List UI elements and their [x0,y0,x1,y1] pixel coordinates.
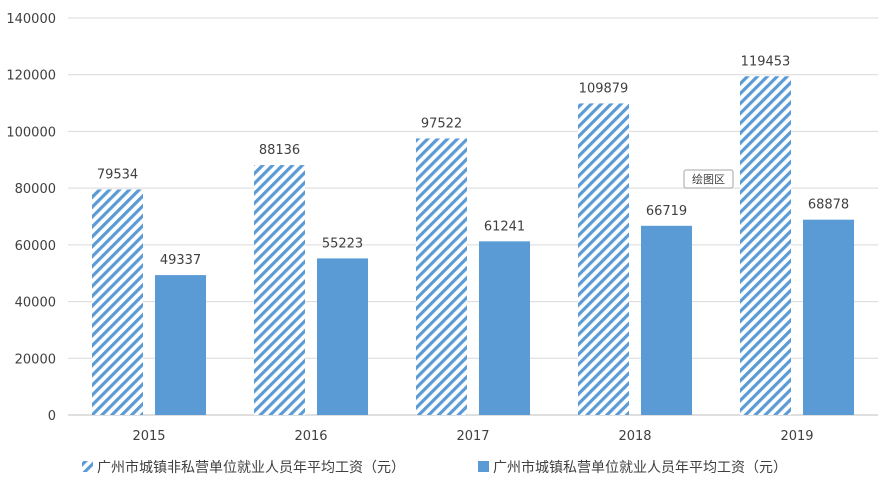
data-label-private-2016: 55223 [322,236,363,251]
legend: 广州市城镇非私营单位就业人员年平均工资（元） 广州市城镇私营单位就业人员年平均工资… [82,459,787,476]
y-tick-label: 140000 [6,12,56,27]
x-axis: 2015 2016 2017 2018 2019 [132,429,813,444]
tooltip-box [683,169,734,189]
bar-nonprivate-2017 [416,138,467,415]
bar-nonprivate-2019 [740,76,791,416]
y-tick-label: 60000 [15,239,56,254]
legend-swatch-hatched [82,461,93,472]
bar-private-2018 [641,225,692,415]
x-tick-label: 2016 [294,429,327,444]
data-label-private-2015: 49337 [160,253,201,268]
y-axis: 0 20000 40000 60000 80000 100000 120000 140000 [6,12,56,424]
data-label-private-2018: 66719 [646,204,687,219]
x-tick-label: 2017 [456,429,489,444]
bar-nonprivate-2018 [578,103,629,415]
data-label-nonprivate-2018: 109879 [579,81,629,96]
y-tick-label: 80000 [15,182,56,197]
legend-swatch-solid [478,461,489,472]
legend-label-private: 广州市城镇私营单位就业人员年平均工资（元） [493,459,787,476]
bars [92,76,854,416]
x-tick-label: 2019 [780,429,813,444]
bar-private-2017 [479,241,530,415]
bar-private-2019 [803,219,854,415]
y-tick-label: 0 [48,409,56,424]
data-label-nonprivate-2019: 119453 [741,54,791,69]
y-tick-label: 40000 [15,296,56,311]
y-tick-label: 20000 [15,352,56,367]
bar-nonprivate-2015 [92,189,143,415]
tooltip-text: 绘图区 [692,172,725,186]
data-labels: 79534 49337 88136 55223 97522 61241 109879 6671… [97,54,849,268]
data-label-private-2017: 61241 [484,219,525,234]
legend-label-nonprivate: 广州市城镇非私营单位就业人员年平均工资（元） [97,459,405,476]
plot-area-tooltip: 绘图区 [683,169,734,189]
data-label-nonprivate-2016: 88136 [259,143,300,158]
bar-private-2016 [317,258,368,415]
data-label-nonprivate-2017: 97522 [421,116,462,131]
y-tick-label: 100000 [6,125,56,140]
bar-private-2015 [155,275,206,415]
y-tick-label: 120000 [6,69,56,84]
data-label-nonprivate-2015: 79534 [97,167,138,182]
x-tick-label: 2015 [132,429,165,444]
x-tick-label: 2018 [618,429,651,444]
bar-nonprivate-2016 [254,165,305,415]
data-label-private-2019: 68878 [808,198,849,213]
